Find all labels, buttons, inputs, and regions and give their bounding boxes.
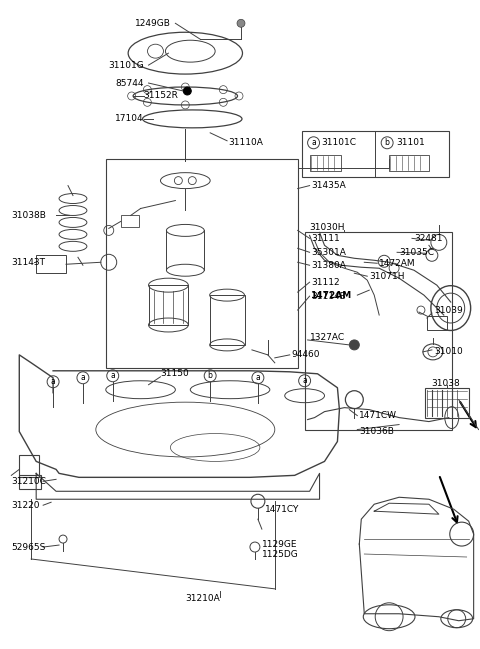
Text: 31101: 31101 (396, 138, 425, 147)
Circle shape (349, 340, 360, 350)
Text: 31035C: 31035C (399, 248, 434, 257)
Bar (19, 456, 39, 478)
Text: 1125DG: 1125DG (262, 550, 299, 559)
Text: a: a (311, 138, 316, 147)
Text: 31220: 31220 (12, 501, 40, 509)
Bar (106, 159, 298, 368)
Text: a: a (51, 377, 56, 386)
Text: 31435A: 31435A (312, 181, 347, 190)
Text: 1249GB: 1249GB (134, 19, 170, 28)
Text: 17104: 17104 (115, 114, 144, 123)
Bar (210, 295, 245, 345)
Text: 31114B: 31114B (312, 291, 347, 300)
Text: 31210C: 31210C (12, 477, 46, 486)
Text: 1472AM: 1472AM (310, 291, 351, 300)
Text: 31038: 31038 (431, 379, 460, 388)
Text: 31038B: 31038B (12, 211, 46, 220)
Text: a: a (302, 376, 307, 386)
Bar (389, 154, 429, 171)
Bar (120, 215, 139, 227)
Text: 31143T: 31143T (12, 258, 45, 267)
Text: 1472AM: 1472AM (379, 259, 416, 268)
Text: 1471CY: 1471CY (265, 505, 299, 514)
Text: 31010: 31010 (434, 347, 463, 356)
Text: 32481: 32481 (414, 234, 443, 243)
Text: 31110A: 31110A (228, 138, 263, 147)
Text: 31152R: 31152R (144, 92, 179, 101)
Bar (425, 387, 468, 417)
Circle shape (237, 19, 245, 27)
Text: 35301A: 35301A (312, 248, 347, 257)
Text: 31380A: 31380A (312, 261, 347, 270)
Text: 52965S: 52965S (12, 543, 46, 552)
Text: 1129GE: 1129GE (262, 539, 298, 548)
Text: 31071H: 31071H (369, 272, 405, 281)
Text: a: a (110, 371, 115, 380)
Text: 31112: 31112 (312, 278, 340, 287)
Bar (148, 285, 188, 325)
Circle shape (183, 87, 192, 95)
Text: 31036B: 31036B (360, 427, 394, 436)
Text: 31039: 31039 (434, 306, 463, 315)
Text: 94460: 94460 (292, 350, 320, 360)
Text: 85744: 85744 (115, 79, 144, 88)
Bar (310, 154, 341, 171)
Bar (301, 131, 449, 177)
Text: 31101G: 31101G (108, 60, 144, 69)
Text: 31210A: 31210A (185, 594, 220, 604)
Text: 1471CW: 1471CW (360, 411, 397, 420)
Bar (19, 475, 41, 489)
Text: a: a (81, 373, 85, 382)
Text: 1327AC: 1327AC (310, 334, 345, 343)
Bar (305, 232, 452, 430)
Text: 31030H: 31030H (310, 223, 345, 232)
Text: 31101C: 31101C (322, 138, 357, 147)
Text: 31111: 31111 (312, 234, 340, 243)
Text: a: a (255, 373, 260, 382)
Text: b: b (384, 138, 390, 147)
Bar (427, 316, 447, 330)
Text: 31150: 31150 (160, 369, 189, 378)
Bar (36, 255, 66, 273)
Text: b: b (208, 371, 213, 380)
